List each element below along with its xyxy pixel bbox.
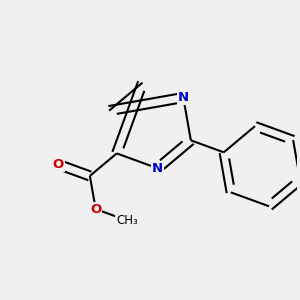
Text: O: O	[90, 202, 101, 216]
Text: N: N	[178, 91, 189, 104]
Text: CH₃: CH₃	[116, 214, 138, 227]
Text: N: N	[152, 162, 163, 175]
Text: O: O	[52, 158, 64, 171]
